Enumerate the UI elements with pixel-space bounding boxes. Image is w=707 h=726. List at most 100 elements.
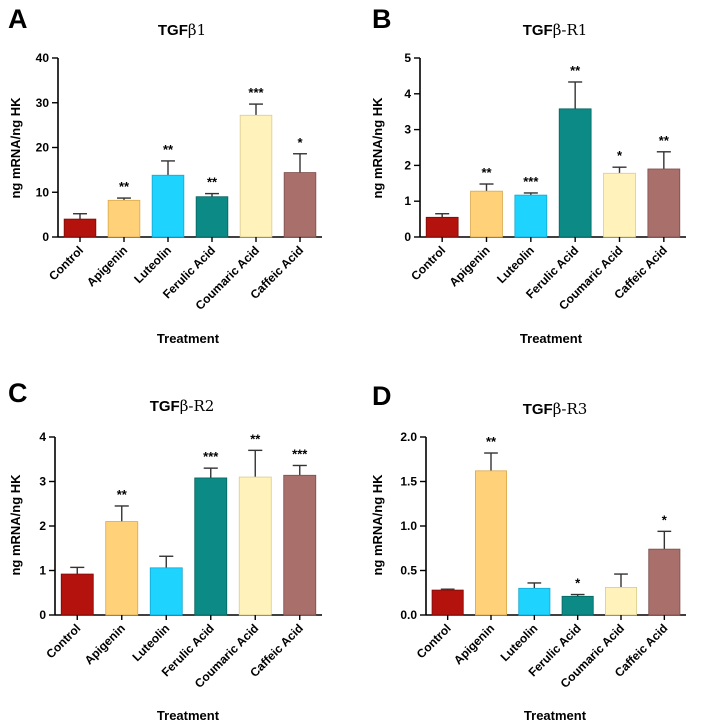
- bar-control: [431, 589, 464, 616]
- panel-c: C TGFβ-R2 0 1 2 3 4 ng mRNA/ng HK ControlApigeni…: [8, 378, 322, 723]
- y-tick-label: 1: [39, 564, 46, 578]
- y-tick-label: 10: [36, 185, 50, 199]
- y-tick-label: 4: [404, 87, 411, 101]
- bar-apigenin: [474, 470, 507, 616]
- significance-marker: **: [481, 165, 492, 180]
- bar-coumaric-acid: [603, 172, 636, 238]
- panel-letter: B: [372, 4, 392, 34]
- y-tick-label: 20: [36, 141, 50, 155]
- x-tick-label: Control: [408, 243, 448, 283]
- bar-control: [63, 218, 97, 238]
- y-tick-label: 0.5: [400, 564, 417, 578]
- x-tick-label: Control: [414, 621, 454, 661]
- title-main: TGF: [523, 22, 553, 39]
- x-tick-label: Control: [46, 243, 86, 283]
- bar-ferulic-acid: [194, 477, 228, 616]
- bar-apigenin: [105, 521, 139, 616]
- title-main: TGF: [150, 398, 180, 415]
- y-tick-label: 3: [39, 475, 46, 489]
- bar-caffeic-acid: [647, 168, 681, 238]
- x-axis-label: Treatment: [157, 331, 220, 346]
- bar-coumaric-acid: [605, 587, 638, 616]
- panel-letter: A: [8, 4, 28, 34]
- bar-caffeic-acid: [648, 548, 681, 616]
- y-tick-label: 2: [404, 158, 411, 172]
- bar-luteolin: [514, 194, 548, 238]
- significance-marker: **: [250, 431, 261, 446]
- panel-title: TGFβ1: [158, 21, 206, 39]
- y-tick-label: 1.5: [400, 475, 417, 489]
- y-tick-label: 1.0: [400, 519, 417, 533]
- title-suffix: -R2: [188, 397, 214, 415]
- y-tick-label: 1: [404, 194, 411, 208]
- title-main: TGF: [158, 22, 188, 39]
- panel-letter: D: [372, 381, 392, 411]
- y-tick-label: 0: [404, 230, 411, 244]
- x-tick-label: Luteolin: [129, 621, 172, 664]
- bar-coumaric-acid: [238, 476, 272, 616]
- y-tick-label: 4: [39, 430, 46, 444]
- title-greek: β: [553, 400, 562, 418]
- significance-marker: **: [117, 487, 128, 502]
- y-tick-label: 5: [404, 51, 411, 65]
- x-tick-label: Apigenin: [446, 243, 492, 289]
- title-suffix: 1: [197, 21, 207, 39]
- panel-title: TGFβ-R1: [523, 21, 588, 39]
- y-tick-label: 0.0: [400, 608, 417, 622]
- x-axis-label: Treatment: [520, 331, 583, 346]
- x-tick-label: Apigenin: [82, 621, 128, 667]
- significance-marker: *: [297, 135, 303, 150]
- x-tick-label: Luteolin: [494, 243, 537, 286]
- bar-luteolin: [518, 587, 551, 616]
- x-axis-label: Treatment: [524, 708, 587, 723]
- bar-caffeic-acid: [283, 474, 317, 616]
- bar-luteolin: [151, 174, 185, 238]
- significance-marker: **: [207, 175, 218, 190]
- x-tick-label: Luteolin: [131, 243, 174, 286]
- panel-letter: C: [8, 378, 28, 408]
- y-axis-label: ng mRNA/ng HK: [8, 97, 23, 199]
- y-tick-label: 2: [39, 519, 46, 533]
- x-axis-label: Treatment: [157, 708, 220, 723]
- panel-title: TGFβ-R2: [150, 397, 215, 415]
- panel-a: A TGFβ1 0 10 20 30 40 ng mRNA/ng HK ControlApige…: [8, 4, 322, 346]
- y-axis-label: ng mRNA/ng HK: [8, 474, 23, 576]
- significance-marker: **: [486, 434, 497, 449]
- significance-marker: ***: [292, 446, 308, 461]
- x-tick-label: Apigenin: [451, 621, 497, 667]
- title-greek: β: [553, 21, 562, 39]
- significance-marker: ***: [203, 449, 219, 464]
- significance-marker: **: [163, 142, 174, 157]
- bar-caffeic-acid: [283, 172, 317, 238]
- significance-marker: **: [659, 133, 670, 148]
- y-tick-label: 40: [36, 51, 50, 65]
- bar-control: [425, 216, 459, 238]
- significance-marker: ***: [248, 85, 264, 100]
- y-axis-label: ng mRNA/ng HK: [370, 97, 385, 199]
- title-greek: β: [180, 397, 189, 415]
- bar-control: [60, 573, 94, 616]
- panel-title: TGFβ-R3: [523, 400, 588, 418]
- significance-marker: ***: [523, 174, 539, 189]
- y-tick-label: 0: [42, 230, 49, 244]
- panel-d: D TGFβ-R3 0.0 0.5 1.0 1.5 2.0 ng mRNA/ng HK Cont…: [370, 381, 686, 723]
- y-axis-label: ng mRNA/ng HK: [370, 474, 385, 576]
- significance-marker: *: [662, 512, 668, 527]
- y-tick-label: 30: [36, 96, 50, 110]
- x-tick-label: Apigenin: [84, 243, 130, 289]
- bar-ferulic-acid: [558, 108, 592, 238]
- x-tick-label: Control: [43, 621, 83, 661]
- y-tick-label: 2.0: [400, 430, 417, 444]
- bar-ferulic-acid: [561, 595, 594, 616]
- bar-ferulic-acid: [195, 196, 229, 238]
- significance-marker: *: [617, 148, 623, 163]
- significance-marker: **: [570, 63, 581, 78]
- title-main: TGF: [523, 401, 553, 418]
- y-tick-label: 3: [404, 123, 411, 137]
- bar-coumaric-acid: [239, 114, 273, 238]
- title-suffix: -R1: [561, 21, 587, 39]
- bar-apigenin: [107, 199, 141, 238]
- significance-marker: **: [119, 179, 130, 194]
- bar-luteolin: [149, 567, 183, 616]
